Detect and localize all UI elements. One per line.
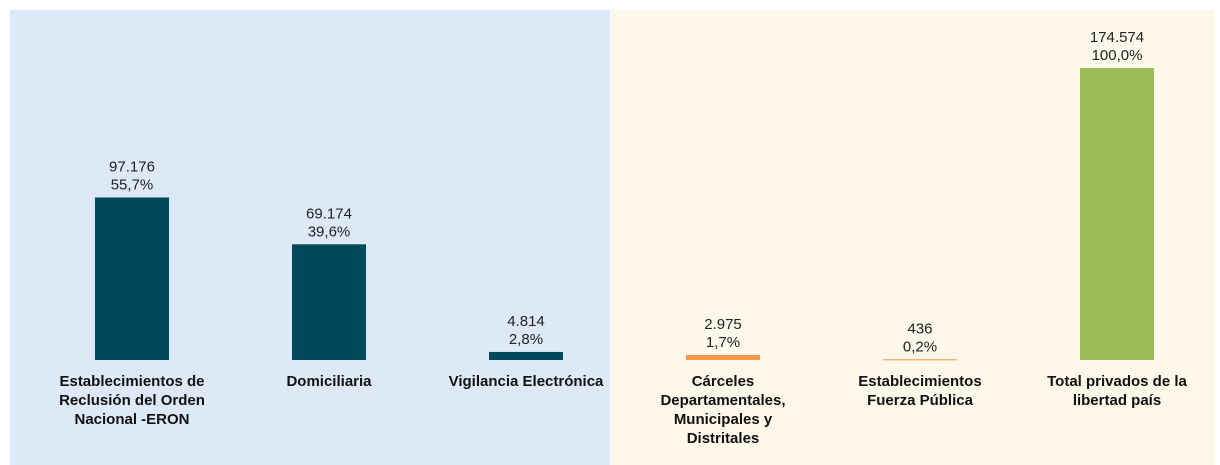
category-label: Establecimientos Fuerza Pública bbox=[858, 373, 982, 409]
bar bbox=[686, 355, 760, 360]
category-label: Vigilancia Electrónica bbox=[448, 373, 604, 390]
category-label: Domiciliaria bbox=[286, 373, 372, 390]
bar bbox=[883, 359, 957, 361]
category-label: Cárceles Departamentales, Municipales y … bbox=[660, 373, 786, 447]
value-label: 69.174 bbox=[306, 205, 352, 222]
bar bbox=[292, 244, 366, 360]
category-label: Total privados de la libertad país bbox=[1047, 373, 1187, 409]
percent-label: 39,6% bbox=[308, 223, 351, 240]
percent-label: 100,0% bbox=[1092, 47, 1143, 64]
percent-label: 1,7% bbox=[706, 334, 740, 351]
percent-label: 55,7% bbox=[111, 176, 154, 193]
value-label: 2.975 bbox=[704, 316, 742, 333]
value-label: 436 bbox=[907, 320, 932, 337]
value-label: 4.814 bbox=[507, 313, 545, 330]
percent-label: 0,2% bbox=[903, 338, 937, 355]
bar bbox=[95, 197, 169, 360]
bar bbox=[1080, 68, 1154, 360]
value-label: 174.574 bbox=[1090, 29, 1144, 46]
percent-label: 2,8% bbox=[509, 331, 543, 348]
category-label: Establecimientos de Reclusión del Orden … bbox=[59, 373, 205, 428]
bar bbox=[489, 351, 563, 360]
value-label: 97.176 bbox=[109, 158, 155, 175]
